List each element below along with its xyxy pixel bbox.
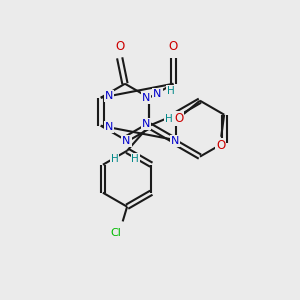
Text: N: N xyxy=(122,136,130,146)
Text: O: O xyxy=(115,40,124,53)
Text: N: N xyxy=(105,122,113,132)
Text: N: N xyxy=(142,118,150,129)
Text: H: H xyxy=(131,154,139,164)
Text: O: O xyxy=(174,112,183,125)
Text: H: H xyxy=(111,154,119,164)
Text: N: N xyxy=(171,136,179,146)
Text: O: O xyxy=(169,40,178,53)
Text: N: N xyxy=(142,93,150,103)
Text: H: H xyxy=(165,114,173,124)
Text: O: O xyxy=(216,139,225,152)
Text: N: N xyxy=(153,89,162,99)
Text: H: H xyxy=(167,86,174,96)
Text: Cl: Cl xyxy=(111,228,122,238)
Text: N: N xyxy=(105,91,113,101)
